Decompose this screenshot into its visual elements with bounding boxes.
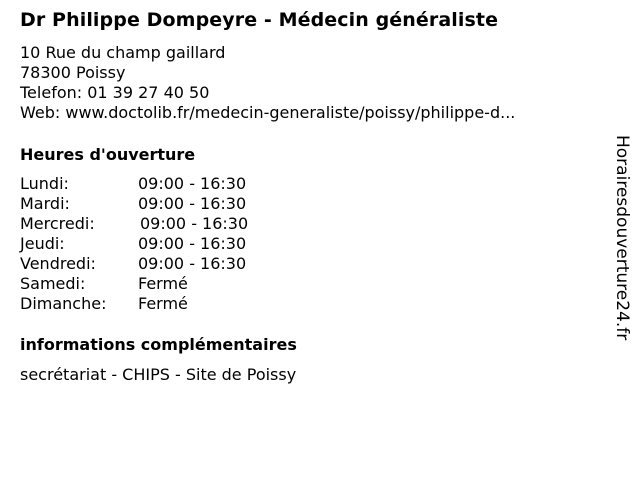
day-label: Vendredi: (20, 254, 96, 273)
phone: Telefon: 01 39 27 40 50 (20, 83, 210, 102)
extra-info-text: secrétariat - CHIPS - Site de Poissy (20, 365, 297, 384)
hours-heading: Heures d'ouverture (20, 145, 196, 164)
day-label: Lundi: (20, 174, 69, 193)
site-watermark: Horairesdouverture24.fr (612, 135, 632, 341)
hours-row: Lundi: 09:00 - 16:30 (20, 174, 248, 194)
page-title: Dr Philippe Dompeyre - Médecin généralis… (20, 9, 499, 31)
hours-row: Mardi: 09:00 - 16:30 (20, 194, 248, 214)
hours-value: 09:00 - 16:30 (138, 194, 247, 213)
hours-row: Mercredi: 09:00 - 16:30 (20, 214, 248, 234)
day-label: Jeudi: (20, 234, 65, 253)
website: Web: www.doctolib.fr/medecin-generaliste… (20, 103, 516, 122)
hours-value: 09:00 - 16:30 (140, 214, 249, 233)
day-label: Mardi: (20, 194, 70, 213)
street-address: 10 Rue du champ gaillard (20, 43, 226, 62)
hours-value: 09:00 - 16:30 (138, 254, 247, 273)
city: 78300 Poissy (20, 63, 126, 82)
hours-value: Fermé (138, 294, 188, 313)
hours-row: Dimanche: Fermé (20, 294, 248, 314)
day-label: Dimanche: (20, 294, 107, 313)
hours-value: 09:00 - 16:30 (138, 174, 247, 193)
extra-info-heading: informations complémentaires (20, 335, 297, 354)
contact-block: 10 Rue du champ gaillard 78300 Poissy Te… (20, 43, 515, 123)
hours-value: Fermé (138, 274, 188, 293)
hours-table: Lundi: 09:00 - 16:30 Mardi: 09:00 - 16:30 … (20, 174, 248, 314)
hours-value: 09:00 - 16:30 (138, 234, 247, 253)
hours-row: Vendredi: 09:00 - 16:30 (20, 254, 248, 274)
day-label: Mercredi: (20, 214, 95, 233)
day-label: Samedi: (20, 274, 86, 293)
hours-row: Samedi: Fermé (20, 274, 248, 294)
hours-row: Jeudi: 09:00 - 16:30 (20, 234, 248, 254)
